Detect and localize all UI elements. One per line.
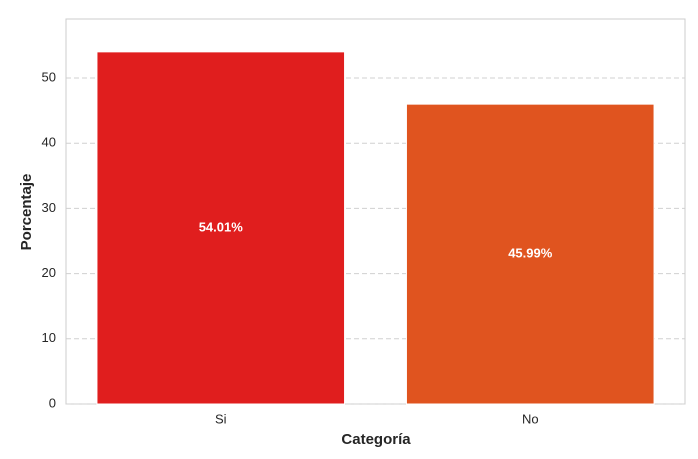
y-tick-label: 20 bbox=[42, 265, 56, 280]
x-tick-label: Si bbox=[215, 411, 227, 426]
x-axis-label: Categoría bbox=[341, 431, 411, 448]
y-tick-label: 40 bbox=[42, 135, 56, 150]
y-tick-label: 30 bbox=[42, 200, 56, 215]
y-tick-label: 0 bbox=[49, 395, 56, 410]
y-tick-label: 10 bbox=[42, 330, 56, 345]
y-axis-label: Porcentaje bbox=[18, 174, 35, 251]
value-label: 54.01% bbox=[199, 219, 244, 234]
bar bbox=[96, 51, 346, 405]
y-tick-label: 50 bbox=[42, 69, 56, 84]
x-tick-label: No bbox=[522, 411, 539, 426]
bar bbox=[405, 103, 655, 405]
value-label: 45.99% bbox=[508, 246, 553, 261]
